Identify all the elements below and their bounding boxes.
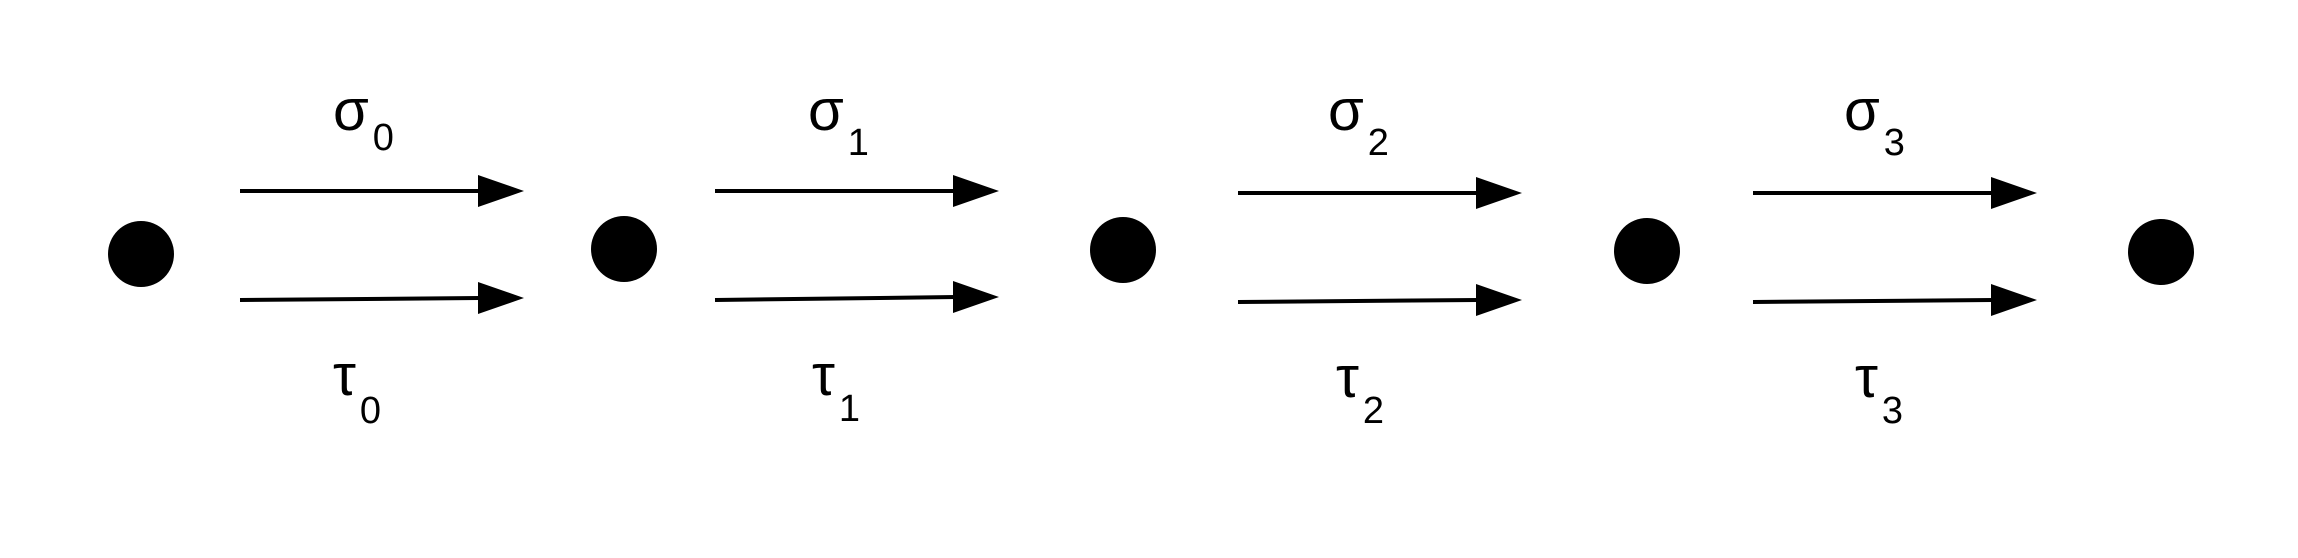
- edge-2-bottom-arrow: [1237, 298, 1479, 304]
- edge-3-bottom-subscript: 3: [1882, 390, 1903, 432]
- edge-2-bottom-arrowhead: [1476, 284, 1522, 316]
- edge-0-bottom-arrow: [239, 296, 481, 302]
- edge-0-top-subscript: 0: [373, 117, 394, 159]
- edge-0-top-arrowhead: [478, 175, 524, 207]
- edge-1-bottom-label: τ1: [812, 343, 860, 430]
- edge-3-bottom-label: τ3: [1855, 345, 1903, 432]
- edge-3-top-symbol: σ: [1844, 78, 1880, 143]
- edge-2-top-arrowhead: [1476, 177, 1522, 209]
- edge-2-bottom-label: τ2: [1336, 345, 1384, 432]
- node-4: [2128, 219, 2194, 285]
- edge-2-bottom-symbol: τ: [1336, 345, 1359, 410]
- edge-0-bottom-arrowhead: [478, 282, 524, 314]
- node-1: [591, 216, 657, 282]
- edge-0-top-symbol: σ: [333, 78, 369, 143]
- edge-3-top-arrowhead: [1991, 177, 2037, 209]
- edge-2-top-symbol: σ: [1328, 78, 1364, 143]
- edge-1-bottom-arrowhead: [953, 281, 999, 313]
- edge-1-bottom-subscript: 1: [839, 388, 860, 430]
- edge-1-bottom-symbol: τ: [812, 343, 835, 408]
- edge-1-top-arrowhead: [953, 175, 999, 207]
- edge-2-bottom-subscript: 2: [1363, 390, 1384, 432]
- node-0: [108, 221, 174, 287]
- edge-1-top-subscript: 1: [848, 122, 869, 164]
- edge-0-bottom-subscript: 0: [360, 390, 381, 432]
- edge-3-bottom-arrow: [1752, 298, 1994, 304]
- edge-2-top-subscript: 2: [1368, 122, 1389, 164]
- node-2: [1090, 217, 1156, 283]
- edge-1-bottom-arrow: [714, 295, 957, 302]
- edge-0-bottom-symbol: τ: [333, 343, 356, 408]
- edge-0-bottom-label: τ0: [333, 343, 381, 432]
- edge-3-bottom-symbol: τ: [1855, 345, 1878, 410]
- edge-3-top-subscript: 3: [1884, 122, 1905, 164]
- edge-1-top-symbol: σ: [808, 78, 844, 143]
- node-3: [1614, 218, 1680, 284]
- edge-3-bottom-arrowhead: [1991, 284, 2037, 316]
